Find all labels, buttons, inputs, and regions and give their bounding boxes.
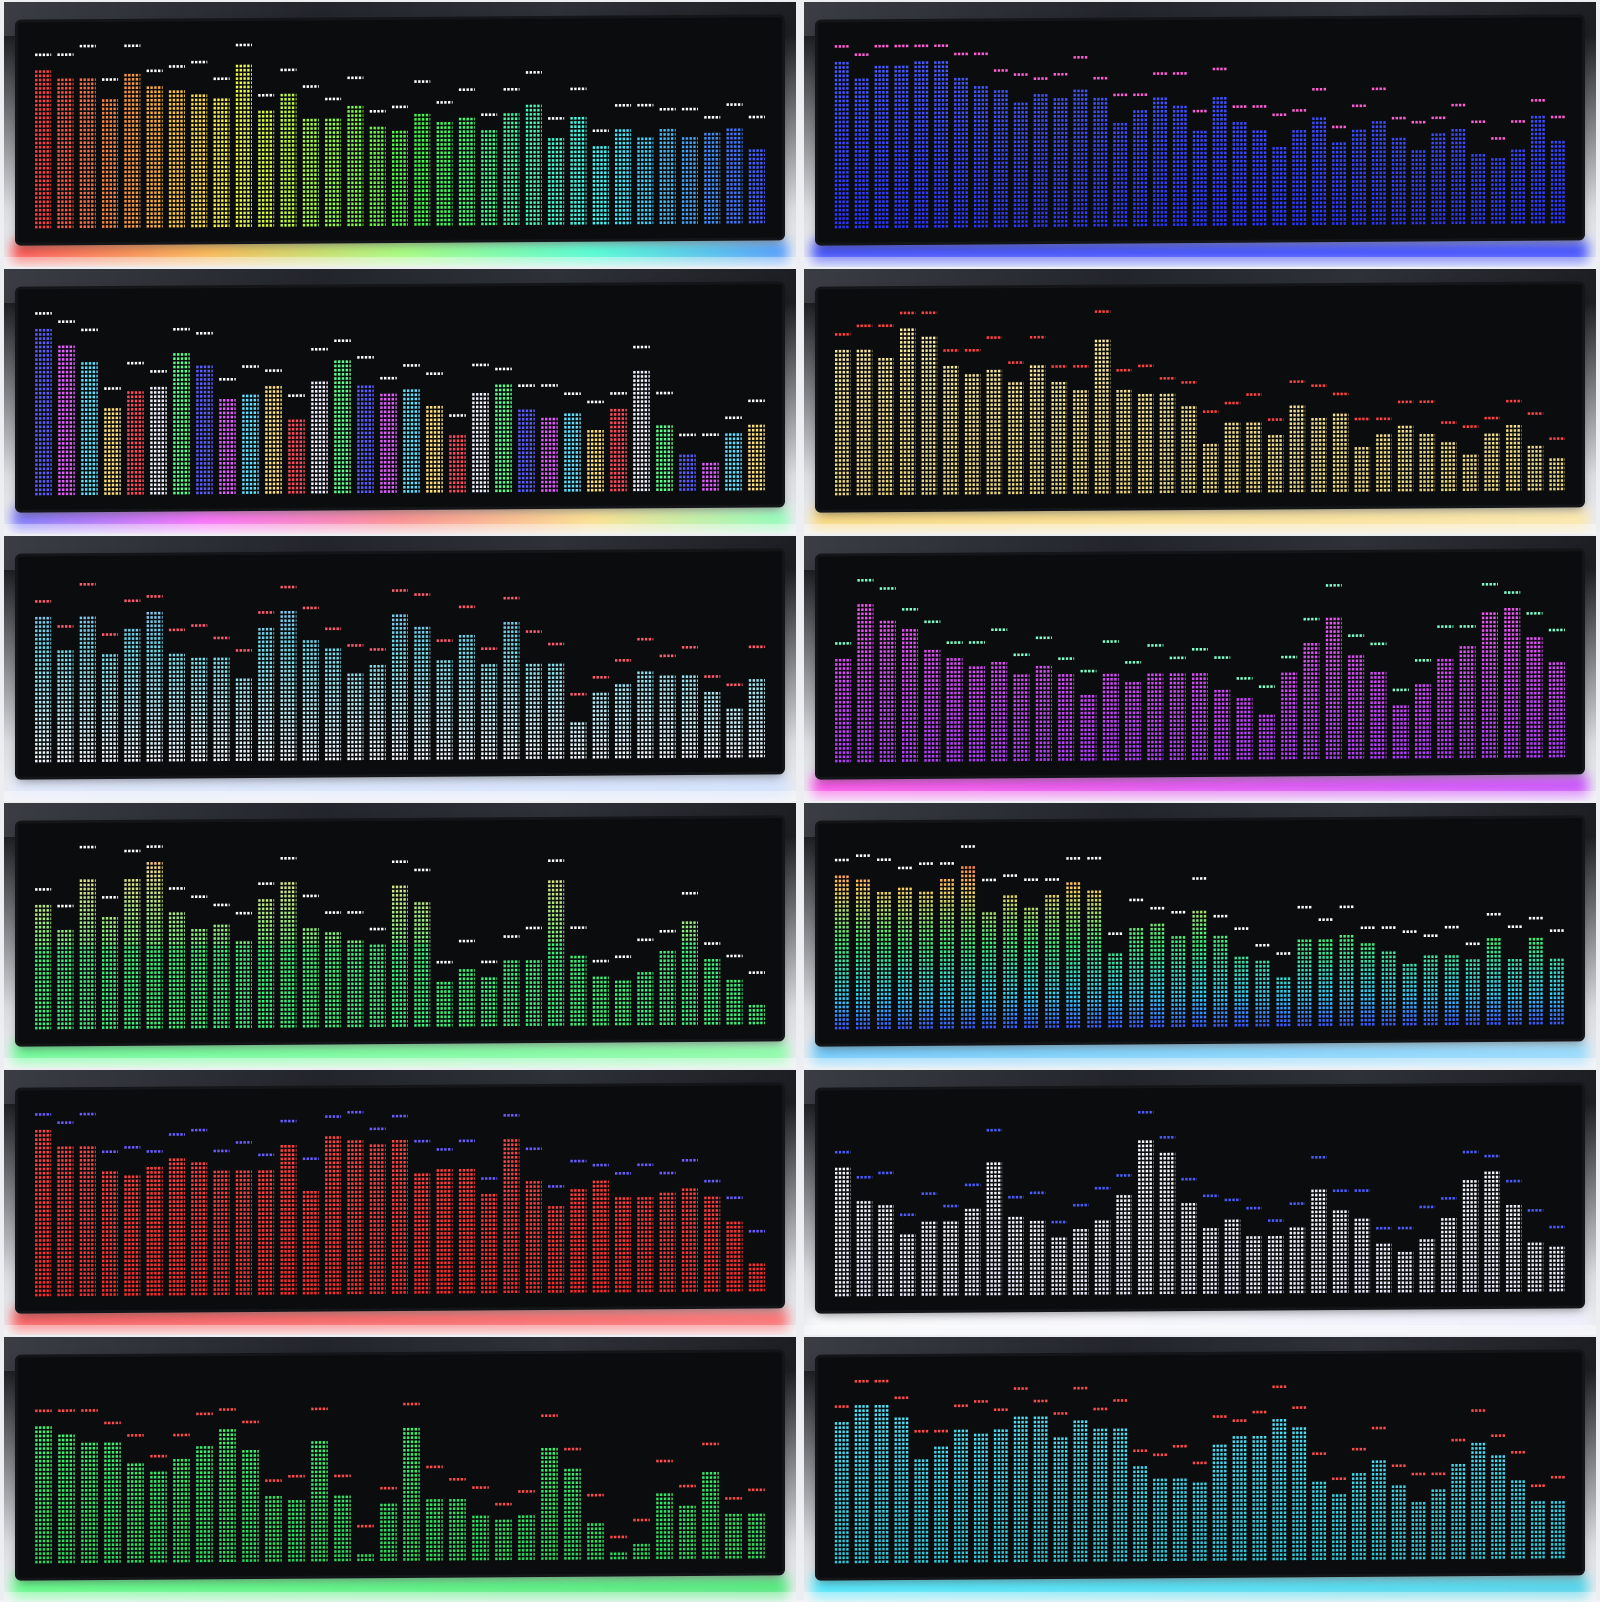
spectrum-bar — [325, 1117, 341, 1294]
desk-surface — [804, 1325, 1596, 1335]
led-matrix-panel — [818, 1352, 1582, 1577]
spectrum-bar — [857, 326, 873, 494]
spectrum-panel-photo — [4, 1070, 796, 1335]
spectrum-panel-photo — [804, 2, 1596, 267]
spectrum-bars — [818, 1352, 1582, 1577]
spectrum-panel-photo — [4, 2, 796, 267]
spectrum-bars — [818, 818, 1582, 1043]
spectrum-bars — [18, 551, 782, 776]
led-matrix-panel — [18, 1085, 782, 1310]
desk-surface — [4, 1592, 796, 1602]
spectrum-bars — [818, 1085, 1582, 1310]
led-matrix-panel — [18, 551, 782, 776]
desk-surface — [804, 791, 1596, 801]
spectrum-bars — [18, 818, 782, 1043]
spectrum-panel-photo — [804, 269, 1596, 534]
spectrum-panel-photo — [4, 803, 796, 1068]
spectrum-panel-photo — [804, 803, 1596, 1068]
led-matrix-panel — [18, 284, 782, 509]
spectrum-bar — [392, 590, 408, 758]
desk-surface — [4, 1058, 796, 1068]
spectrum-panel-photo — [804, 1337, 1596, 1602]
spectrum-bar — [481, 115, 497, 224]
spectrum-panel-photo — [4, 269, 796, 534]
desk-surface — [804, 1592, 1596, 1602]
desk-surface — [804, 1058, 1596, 1068]
spectrum-panel-photo — [804, 536, 1596, 801]
led-matrix-panel — [18, 17, 782, 242]
led-matrix-panel — [18, 818, 782, 1043]
spectrum-bars — [818, 17, 1582, 242]
spectrum-bars — [818, 551, 1582, 776]
spectrum-bar — [370, 649, 386, 758]
spectrum-bars — [18, 1085, 782, 1310]
spectrum-panel-photo — [4, 1337, 796, 1602]
spectrum-bars — [18, 17, 782, 242]
spectrum-bar — [392, 1116, 408, 1293]
spectrum-bar — [835, 860, 850, 1028]
spectrum-bar — [943, 350, 959, 493]
desk-surface — [804, 257, 1596, 267]
spectrum-panel-photo — [804, 1070, 1596, 1335]
desk-surface — [804, 524, 1596, 534]
spectrum-bar — [481, 649, 497, 758]
led-matrix-panel — [818, 818, 1582, 1043]
panel-background — [818, 17, 1582, 242]
led-matrix-panel — [818, 1085, 1582, 1310]
spectrum-bar — [437, 1149, 453, 1292]
spectrum-bars — [818, 284, 1582, 509]
led-matrix-panel — [818, 284, 1582, 509]
led-matrix-panel — [818, 551, 1582, 776]
spectrum-bar — [281, 858, 297, 1026]
desk-surface — [4, 791, 796, 801]
led-matrix-panel — [18, 1352, 782, 1577]
spectrum-bars — [18, 284, 782, 509]
spectrum-bar — [504, 1115, 520, 1292]
desk-surface — [4, 1325, 796, 1335]
panel-background — [818, 1352, 1582, 1577]
spectrum-bars — [18, 1352, 782, 1577]
spectrum-bar — [1484, 1156, 1500, 1291]
desk-surface — [4, 257, 796, 267]
spectrum-bar — [835, 1152, 851, 1295]
desk-surface — [4, 524, 796, 534]
led-matrix-panel — [818, 17, 1582, 242]
spectrum-panel-photo — [4, 536, 796, 801]
